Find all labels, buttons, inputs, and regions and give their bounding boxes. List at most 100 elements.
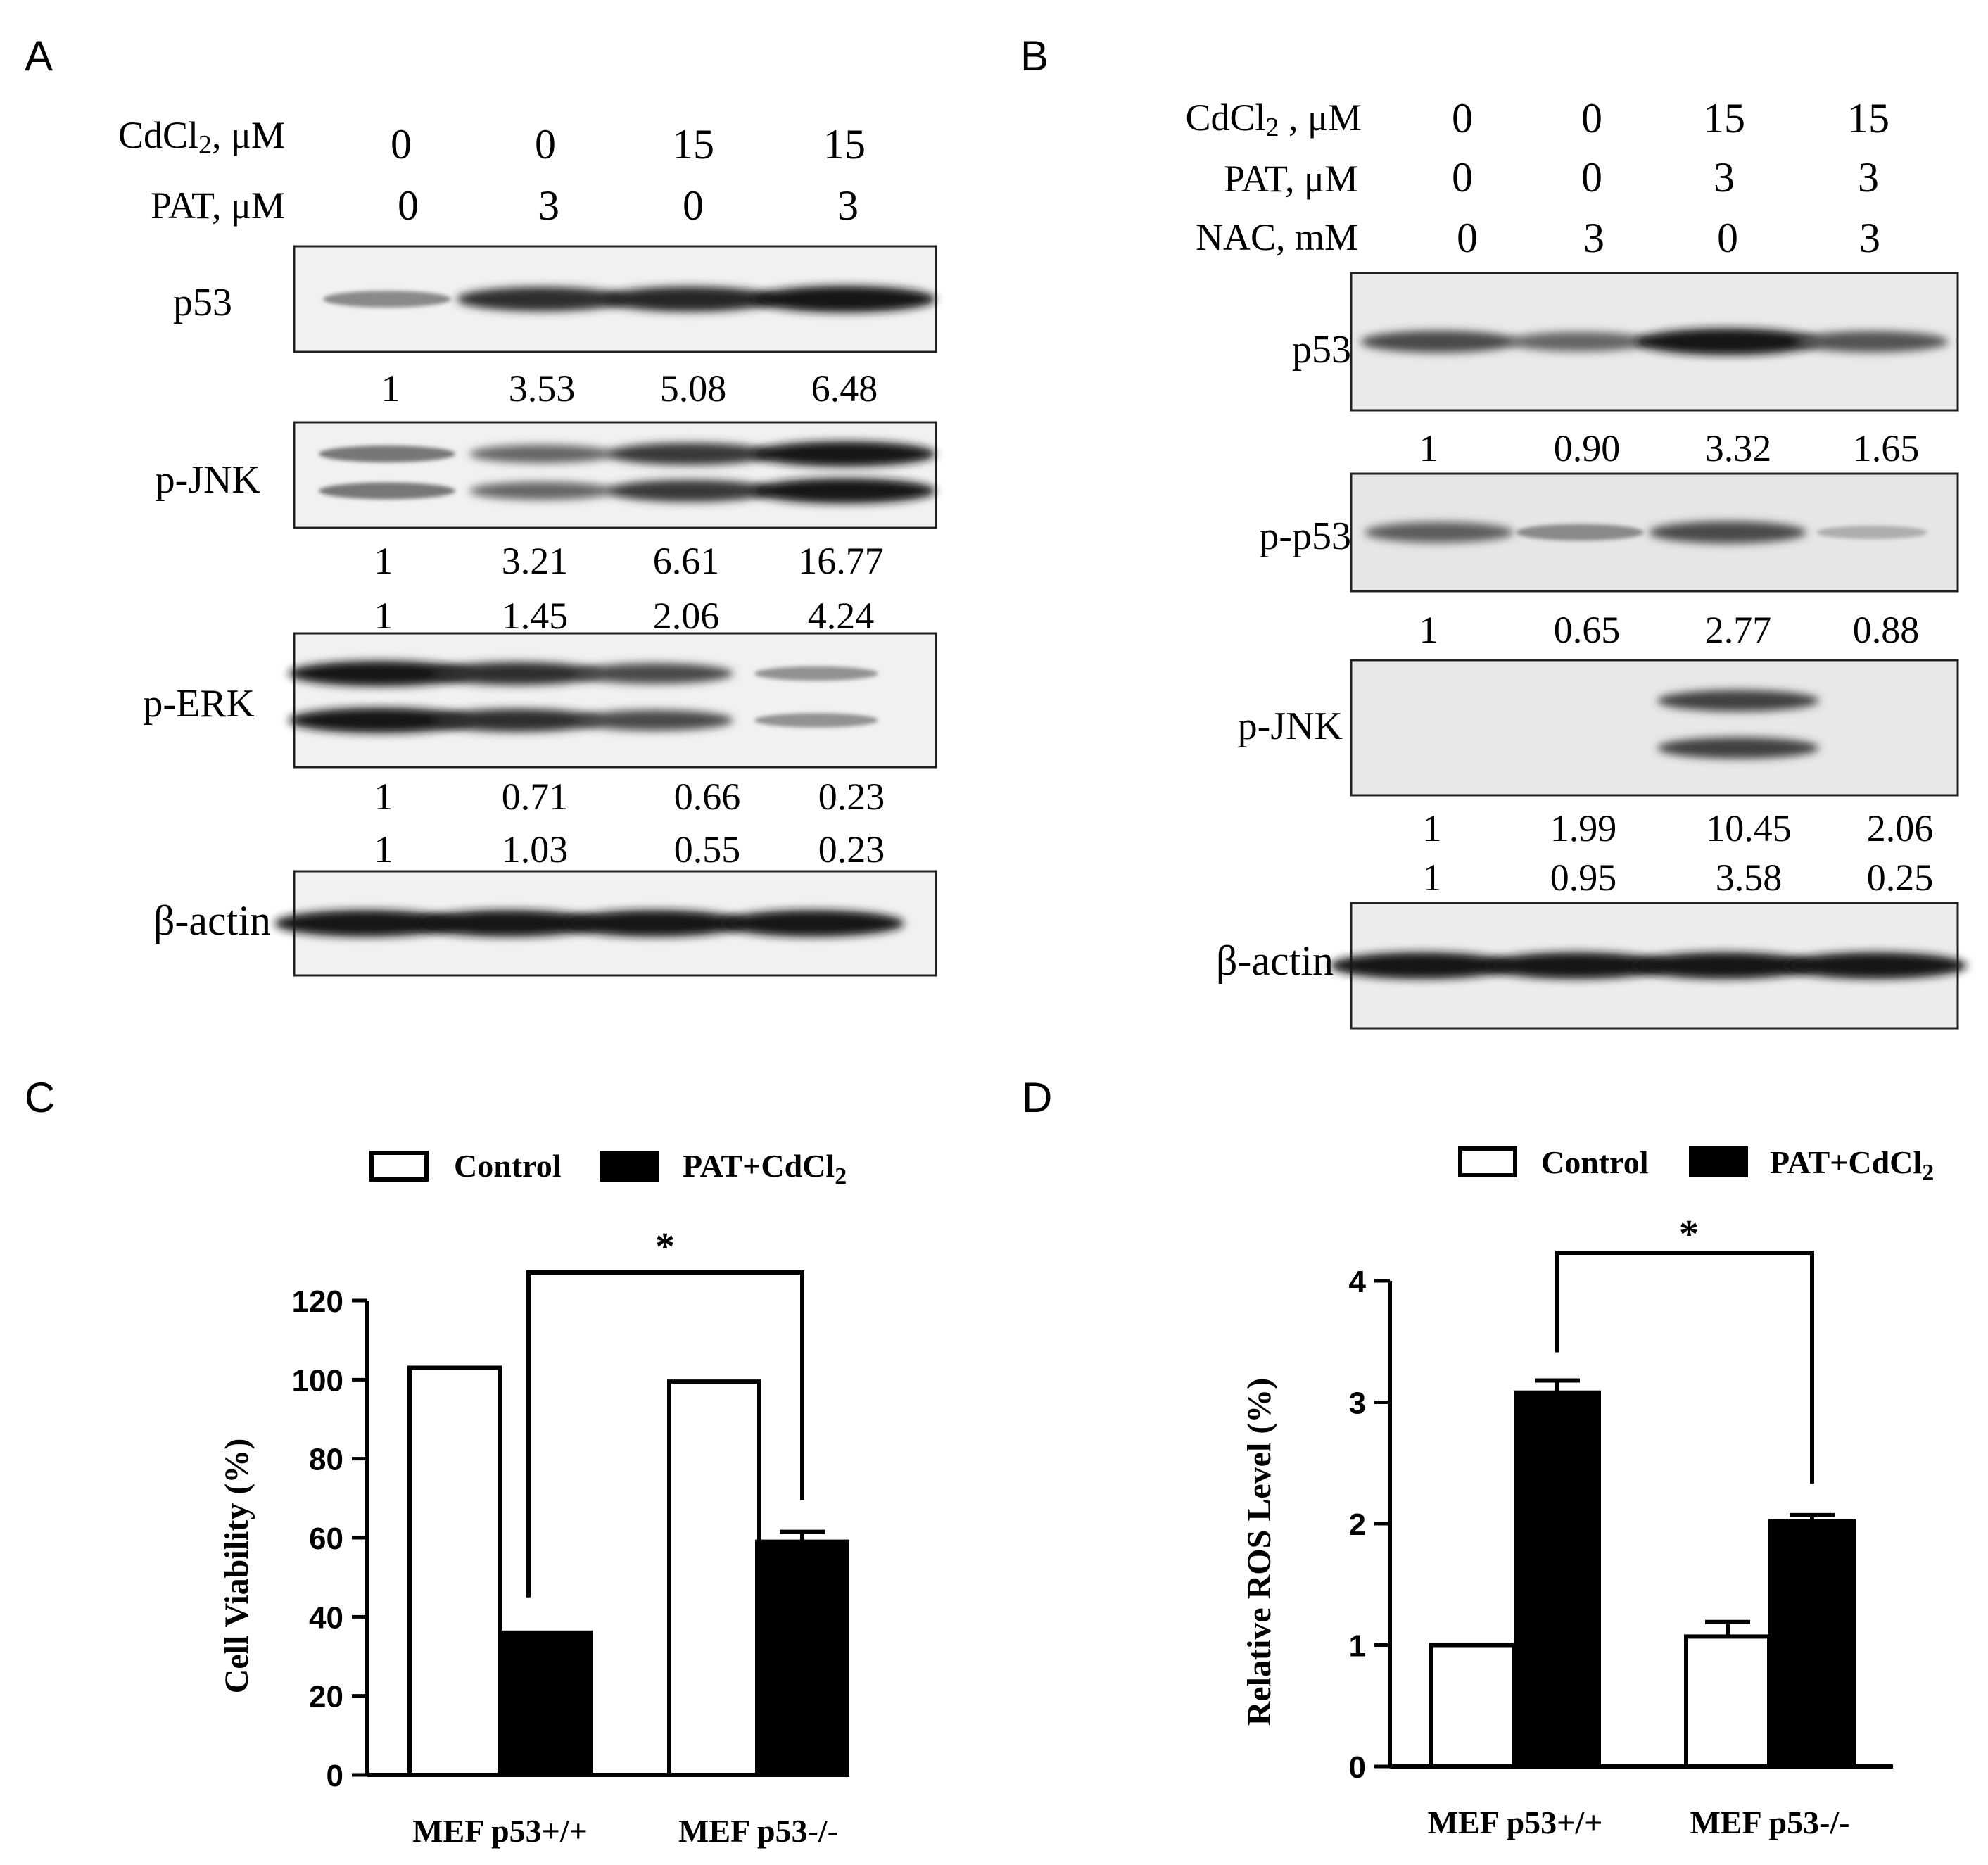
significance-bracket	[1555, 1251, 1814, 1484]
quant-value: 2.06	[653, 595, 720, 637]
quant-value: 3.53	[509, 367, 576, 410]
blot-band	[1784, 952, 1967, 979]
y-axis-label: Cell Viability (%)	[218, 1439, 255, 1694]
blot-bands	[323, 286, 936, 312]
blot-band	[753, 478, 936, 504]
blot-p53: p53	[173, 245, 937, 353]
condition-value: 0	[391, 121, 412, 167]
blot-band	[457, 286, 627, 312]
blot-label: p53	[1292, 328, 1351, 372]
blot-band	[289, 661, 471, 686]
legend-swatch-control	[1458, 1146, 1517, 1177]
blot-band	[1507, 331, 1652, 352]
blot-bands	[1330, 952, 1967, 979]
quant-values: 1 0.90 3.32 1.65	[1419, 427, 1920, 469]
blot-band	[469, 444, 614, 464]
quant-value: 16.77	[798, 540, 884, 582]
quant-values: 1 0.71 0.66 0.23 1 1.03 0.55 0.23	[374, 776, 885, 871]
blot-bands	[319, 441, 936, 504]
condition-label: CdCl2 , μM	[1185, 96, 1362, 142]
blot-bands	[1365, 521, 1927, 544]
bar	[407, 1365, 502, 1777]
blot-frame	[293, 632, 937, 769]
blot-bands	[289, 661, 878, 733]
quant-value: 0.55	[674, 828, 741, 871]
condition-value: 3	[1714, 154, 1735, 201]
panel-b-condition-table: CdCl2 , μM 0 0 15 15 PAT, μM 0 0 3 3 NAC…	[1185, 95, 1889, 261]
quant-value: 0.90	[1554, 427, 1621, 469]
blot-p53: p53	[1292, 272, 1959, 412]
quant-values: 1 3.53 5.08 6.48	[381, 367, 878, 410]
blot-label: p-ERK	[143, 682, 255, 726]
quant-value: 0.71	[502, 776, 569, 818]
legend-label-treatment: PAT+CdCl2	[683, 1148, 847, 1189]
blot-band	[1657, 737, 1819, 759]
chart-c: 0 20 40 60 80 100 120 Cell Viability (%) MEF p53…	[218, 1270, 849, 1849]
condition-label: PAT, μM	[151, 184, 285, 227]
quant-value: 1	[381, 367, 400, 410]
blot-band	[607, 443, 773, 465]
blot-band	[323, 291, 451, 308]
legend-swatch-treatment	[600, 1151, 659, 1182]
blot-p-jnk: p-JNK	[156, 421, 937, 529]
panel-b: B CdCl2 , μM 0 0 15 15 PAT, μM 0 0 3 3 N…	[1020, 32, 1967, 1030]
blot-band	[563, 910, 746, 937]
blot-label: β-actin	[153, 897, 271, 944]
blot-label: p-JNK	[1238, 704, 1343, 748]
condition-value: 15	[823, 121, 866, 167]
y-tick-label: 1	[1349, 1629, 1366, 1664]
blot-frame	[293, 421, 937, 529]
panel-b-label: B	[1020, 32, 1049, 80]
condition-value: 0	[535, 121, 556, 167]
panel-a-condition-table: CdCl2, μM 0 0 15 15 PAT, μM 0 3 0 3	[118, 114, 866, 229]
condition-value: 0	[1457, 215, 1478, 261]
condition-value: 3	[1583, 215, 1604, 261]
blot-band	[753, 441, 936, 467]
blot-band	[754, 666, 878, 681]
x-tick-label: MEF p53+/+	[412, 1813, 588, 1849]
chart-legend: Control PAT+CdCl2	[1458, 1144, 1934, 1186]
blot-frame	[1350, 659, 1959, 797]
quant-values: 1 3.21 6.61 16.77 1 1.45 2.06 4.24	[374, 540, 884, 637]
legend-swatch-control	[369, 1151, 429, 1182]
blot-band	[1657, 690, 1819, 712]
y-tick-label: 40	[309, 1600, 343, 1635]
condition-value: 15	[1703, 95, 1745, 141]
x-tick-label: MEF p53+/+	[1428, 1804, 1603, 1840]
quant-value: 2.06	[1867, 807, 1934, 849]
quant-value: 1	[1419, 609, 1438, 651]
x-tick-label: MEF p53-/-	[678, 1813, 838, 1849]
quant-value: 6.48	[811, 367, 878, 410]
x-tick-label: MEF p53-/-	[1690, 1804, 1850, 1840]
quant-value: 3.21	[502, 540, 569, 582]
quant-value: 6.61	[653, 540, 720, 582]
blot-band	[576, 709, 733, 731]
blot-band	[469, 481, 614, 500]
blot-label: β-actin	[1216, 937, 1334, 984]
quant-value: 1.45	[502, 595, 569, 637]
condition-label: CdCl2, μM	[118, 114, 285, 160]
bar	[1768, 1519, 1856, 1769]
blot-band	[753, 286, 936, 312]
quant-value: 5.08	[660, 367, 727, 410]
blot-band	[274, 910, 457, 937]
panel-d-label: D	[1022, 1074, 1052, 1121]
legend-label-control: Control	[454, 1148, 562, 1184]
y-tick-label: 0	[1349, 1750, 1366, 1785]
quant-value: 2.77	[1705, 609, 1772, 651]
blot-band	[319, 482, 455, 500]
quant-values: 1 1.99 10.45 2.06 1 0.95 3.58 0.25	[1423, 807, 1934, 899]
chart-legend: Control PAT+CdCl2	[369, 1148, 847, 1189]
condition-value: 3	[1858, 154, 1879, 201]
blot-band	[417, 910, 600, 937]
blot-band	[1330, 952, 1513, 979]
y-tick-label: 120	[292, 1284, 343, 1319]
blot-p-erk: p-ERK	[143, 632, 937, 769]
blot-band	[1636, 328, 1819, 355]
blot-band	[1365, 521, 1514, 543]
panel-d: D Control PAT+CdCl2 0 1 2 3 4 Relative ROS Le…	[1022, 1074, 1934, 1840]
condition-value: 0	[1581, 154, 1602, 201]
blot-band	[1795, 331, 1949, 353]
condition-value: 3	[837, 182, 859, 229]
quant-value: 1.65	[1853, 427, 1920, 469]
